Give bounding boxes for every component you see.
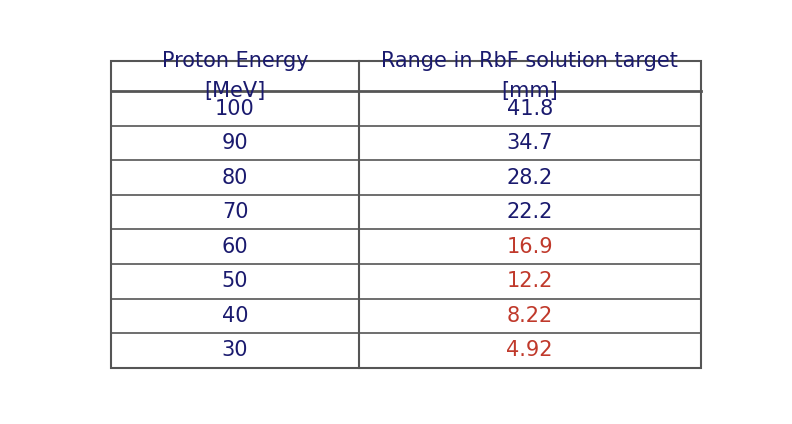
Text: [MeV]: [MeV] bbox=[204, 81, 265, 101]
Text: 30: 30 bbox=[222, 340, 248, 360]
Text: 80: 80 bbox=[222, 167, 248, 188]
Text: 34.7: 34.7 bbox=[506, 133, 553, 153]
Text: 60: 60 bbox=[222, 237, 249, 257]
Text: 12.2: 12.2 bbox=[506, 271, 553, 291]
Text: 50: 50 bbox=[222, 271, 248, 291]
Text: Range in RbF solution target: Range in RbF solution target bbox=[381, 51, 678, 71]
Text: 4.92: 4.92 bbox=[506, 340, 553, 360]
Text: 40: 40 bbox=[222, 306, 248, 326]
Text: 90: 90 bbox=[222, 133, 249, 153]
Text: 28.2: 28.2 bbox=[507, 167, 553, 188]
Text: [mm]: [mm] bbox=[501, 81, 558, 101]
Text: 41.8: 41.8 bbox=[507, 99, 553, 119]
Text: Proton Energy: Proton Energy bbox=[162, 51, 308, 71]
Text: 16.9: 16.9 bbox=[506, 237, 553, 257]
Text: 22.2: 22.2 bbox=[506, 202, 553, 222]
Text: 70: 70 bbox=[222, 202, 248, 222]
Text: 8.22: 8.22 bbox=[507, 306, 553, 326]
FancyBboxPatch shape bbox=[111, 61, 701, 368]
Text: 100: 100 bbox=[215, 99, 255, 119]
